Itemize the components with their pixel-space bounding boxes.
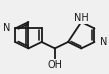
Text: NH: NH bbox=[74, 13, 89, 23]
Text: N: N bbox=[3, 23, 10, 33]
Text: N: N bbox=[100, 37, 107, 47]
Text: OH: OH bbox=[47, 60, 62, 70]
